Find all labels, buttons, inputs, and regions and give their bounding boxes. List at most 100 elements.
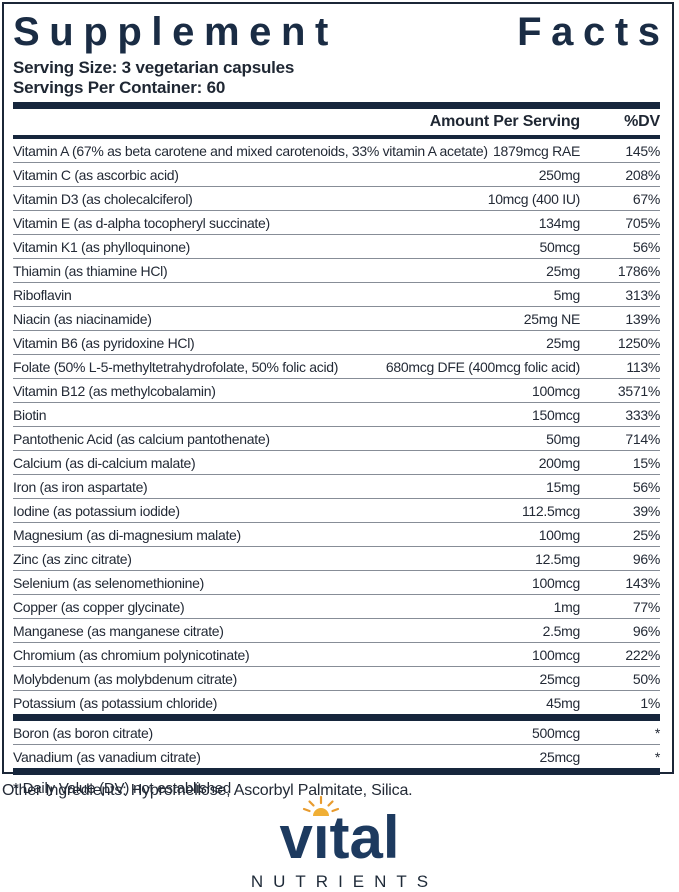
nutrient-name: Riboflavin — [13, 286, 72, 303]
nutrient-amount: 50mcg — [539, 238, 580, 255]
table-row: Biotin 150mcg 333% — [13, 402, 660, 426]
amount-per-serving-header: Amount Per Serving — [429, 113, 580, 130]
nutrient-amount: 100mg — [538, 526, 581, 543]
nutrient-dv: 714% — [625, 430, 660, 447]
nutrient-name: Molybdenum (as molybdenum citrate) — [13, 670, 238, 687]
table-row: Manganese (as manganese citrate) 2.5mg 9… — [13, 618, 660, 642]
table-row: Chromium (as chromium polynicotinate) 10… — [13, 642, 660, 666]
title-word-facts: Facts — [517, 10, 670, 54]
nutrient-amount: 500mcg — [531, 724, 580, 741]
nutrient-amount: 1879mcg RAE — [493, 142, 580, 159]
nutrient-dv: 56% — [632, 478, 660, 495]
logo-wordmark: vı tal — [279, 795, 400, 868]
table-row: Vitamin D3 (as cholecalciferol) 10mcg (4… — [13, 186, 660, 210]
nutrient-dv: 77% — [632, 598, 660, 615]
table-row: Vitamin B12 (as methylcobalamin) 100mcg … — [13, 378, 660, 402]
nutrient-dv: 208% — [625, 166, 660, 183]
nutrient-dv: * — [654, 724, 660, 741]
table-row: Pantothenic Acid (as calcium pantothenat… — [13, 426, 660, 450]
nutrient-amount: 100mcg — [531, 574, 580, 591]
table-row: Thiamin (as thiamine HCl) 25mg 1786% — [13, 258, 660, 282]
nutrient-amount: 680mcg DFE (400mcg folic acid) — [385, 358, 580, 375]
nutrient-amount: 1mg — [553, 598, 581, 615]
nutrient-name: Vitamin K1 (as phylloquinone) — [13, 238, 191, 255]
divider-mid-header — [13, 135, 660, 139]
nutrient-dv: 139% — [625, 310, 660, 327]
table-row: Vitamin K1 (as phylloquinone) 50mcg 56% — [13, 234, 660, 258]
table-row: Zinc (as zinc citrate) 12.5mg 96% — [13, 546, 660, 570]
nutrient-name: Potassium (as potassium chloride) — [13, 694, 218, 711]
dv-footnote: * Daily Value (DV) not established — [13, 779, 232, 797]
nutrient-dv: 96% — [632, 622, 660, 639]
nutrient-amount: 25mcg — [539, 670, 580, 687]
nutrient-name: Pantothenic Acid (as calcium pantothenat… — [13, 430, 270, 447]
nutrient-name: Thiamin (as thiamine HCl) — [13, 262, 168, 279]
percent-dv-header: %DV — [624, 113, 660, 130]
logo-subtext: NUTRIENTS — [250, 872, 439, 891]
nutrient-dv: 143% — [625, 574, 660, 591]
page-title: Supplement Facts — [13, 10, 660, 54]
other-ingredients-line: Other Ingredients: Hypromellose, Ascorby… — [2, 782, 413, 799]
nutrient-amount: 50mg — [546, 430, 580, 447]
nutrient-dv: 50% — [632, 670, 660, 687]
nutrient-dv: 705% — [625, 214, 660, 231]
nutrient-dv: 39% — [632, 502, 660, 519]
nutrient-name: Biotin — [13, 406, 47, 423]
table-row: Vanadium (as vanadium citrate) 25mcg * — [13, 744, 660, 768]
table-header-row: Amount Per Serving %DV — [13, 109, 660, 135]
logo-wordmark-pre: v — [279, 804, 313, 871]
divider-thick-top — [13, 102, 660, 109]
table-row: Selenium (as selenomethionine) 100mcg 14… — [13, 570, 660, 594]
supplement-facts-box: Supplement Facts Serving Size: 3 vegetar… — [2, 2, 674, 797]
nutrient-name: Vitamin B12 (as methylcobalamin) — [13, 382, 216, 399]
table-row: Boron (as boron citrate) 500mcg * — [13, 721, 660, 744]
nutrient-dv: 67% — [632, 190, 660, 207]
nutrient-dv: 56% — [632, 238, 660, 255]
nutrient-name: Zinc (as zinc citrate) — [13, 550, 132, 567]
nutrient-name: Vitamin E (as d-alpha tocopheryl succina… — [13, 214, 270, 231]
nutrient-dv: 222% — [625, 646, 660, 663]
logo-wordmark-i: ı — [303, 795, 340, 868]
nutrient-name: Chromium (as chromium polynicotinate) — [13, 646, 250, 663]
nutrient-dv: 145% — [625, 142, 660, 159]
nutrient-name: Niacin (as niacinamide) — [13, 310, 152, 327]
table-row: Vitamin C (as ascorbic acid) 250mg 208% — [13, 162, 660, 186]
table-row: Riboflavin 5mg 313% — [13, 282, 660, 306]
nutrient-rows-secondary: Boron (as boron citrate) 500mcg * Vanadi… — [13, 721, 660, 768]
nutrient-amount: 45mg — [546, 694, 580, 711]
table-row: Folate (50% L-5-methyltetrahydrofolate, … — [13, 354, 660, 378]
nutrient-amount: 100mcg — [531, 646, 580, 663]
nutrient-amount: 25mcg — [539, 748, 580, 765]
nutrient-rows-main: Vitamin A (67% as beta carotene and mixe… — [13, 139, 660, 714]
nutrient-amount: 25mg — [546, 334, 580, 351]
table-row: Iodine (as potassium iodide) 112.5mcg 39… — [13, 498, 660, 522]
nutrient-amount: 200mg — [538, 454, 581, 471]
nutrient-amount: 134mg — [538, 214, 581, 231]
nutrient-amount: 2.5mg — [542, 622, 581, 639]
nutrient-dv: 96% — [632, 550, 660, 567]
nutrient-amount: 100mcg — [531, 382, 580, 399]
servings-per-container-line: Servings Per Container: 60 — [13, 78, 226, 97]
divider-thick-secondary — [13, 714, 660, 721]
nutrient-dv: 15% — [632, 454, 660, 471]
vital-nutrients-logo: vı tal NUTRIENTS — [0, 795, 679, 892]
nutrient-name: Calcium (as di-calcium malate) — [13, 454, 196, 471]
nutrient-name: Folate (50% L-5-methyltetrahydrofolate, … — [13, 358, 339, 375]
nutrient-name: Selenium (as selenomethionine) — [13, 574, 204, 591]
nutrient-amount: 112.5mcg — [521, 502, 580, 519]
nutrient-dv: 25% — [632, 526, 660, 543]
nutrient-name: Vanadium (as vanadium citrate) — [13, 748, 201, 765]
nutrient-name: Manganese (as manganese citrate) — [13, 622, 224, 639]
nutrient-amount: 5mg — [553, 286, 581, 303]
title-word-supplement: Supplement — [13, 10, 338, 54]
table-row: Magnesium (as di-magnesium malate) 100mg… — [13, 522, 660, 546]
table-row: Niacin (as niacinamide) 25mg NE 139% — [13, 306, 660, 330]
table-row: Copper (as copper glycinate) 1mg 77% — [13, 594, 660, 618]
logo-wordmark-post: tal — [329, 804, 400, 871]
table-row: Iron (as iron aspartate) 15mg 56% — [13, 474, 660, 498]
nutrient-name: Vitamin C (as ascorbic acid) — [13, 166, 179, 183]
nutrient-dv: 1250% — [617, 334, 660, 351]
table-row: Vitamin A (67% as beta carotene and mixe… — [13, 139, 660, 162]
nutrient-name: Copper (as copper glycinate) — [13, 598, 185, 615]
